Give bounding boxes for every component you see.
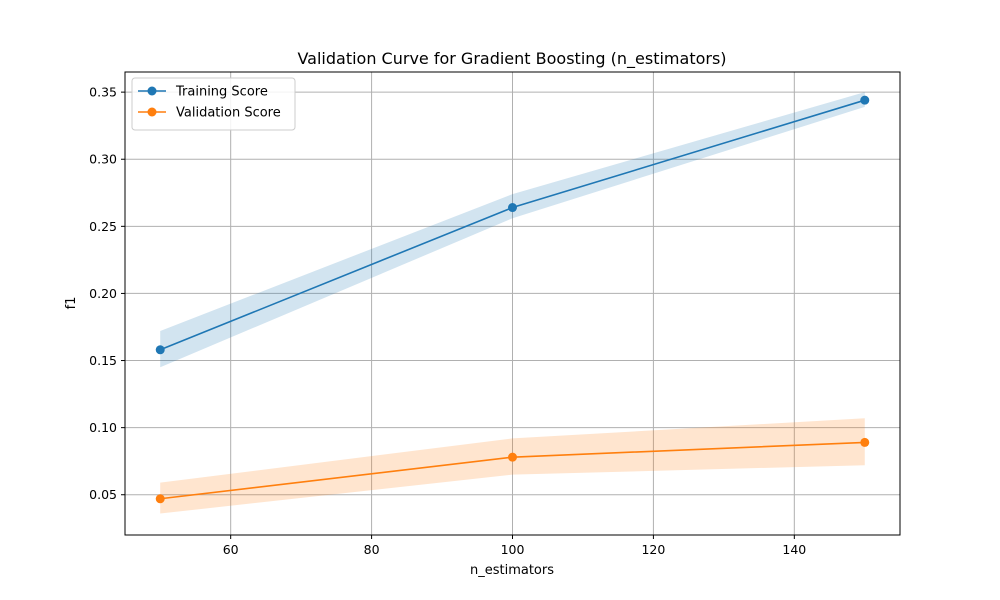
- y-tick-label: 0.25: [89, 219, 117, 234]
- x-tick-label: 60: [223, 542, 239, 557]
- y-tick-label: 0.10: [89, 420, 117, 435]
- legend-marker-swatch: [147, 107, 157, 117]
- series-1-confidence-band: [160, 418, 865, 514]
- series-1-point: [508, 452, 517, 462]
- x-tick-label: 140: [782, 542, 806, 557]
- series-points: [155, 95, 870, 504]
- chart-title: Validation Curve for Gradient Boosting (…: [297, 49, 726, 69]
- y-tick-label: 0.15: [89, 353, 117, 368]
- legend: Training Score Validation Score: [131, 77, 296, 131]
- y-tick-label: 0.35: [89, 85, 117, 100]
- x-axis-ticks: 60 80 100 120 140: [223, 535, 806, 557]
- legend-box: [131, 77, 296, 131]
- x-axis-label: n_estimators: [470, 563, 554, 578]
- y-tick-label: 0.05: [89, 487, 117, 502]
- legend-entry-label: Training Score: [175, 85, 268, 100]
- legend-entry-label: Validation Score: [176, 106, 281, 121]
- y-axis-ticks: 0.05 0.10 0.15 0.20 0.25 0.30 0.35: [89, 85, 125, 502]
- series-1-point: [155, 494, 165, 504]
- y-axis-label: f1: [64, 297, 79, 310]
- y-tick-label: 0.30: [89, 152, 117, 167]
- legend-marker-swatch: [147, 86, 157, 96]
- series-0-point: [155, 345, 165, 355]
- series-0-confidence-band: [160, 92, 865, 368]
- series-1-point: [860, 437, 870, 447]
- y-tick-label: 0.20: [89, 286, 117, 301]
- x-tick-label: 80: [364, 542, 380, 557]
- confidence-bands: [160, 92, 865, 514]
- x-tick-label: 120: [641, 542, 665, 557]
- series-0-point: [860, 95, 870, 105]
- x-tick-label: 100: [501, 542, 525, 557]
- series-0-point: [508, 203, 517, 213]
